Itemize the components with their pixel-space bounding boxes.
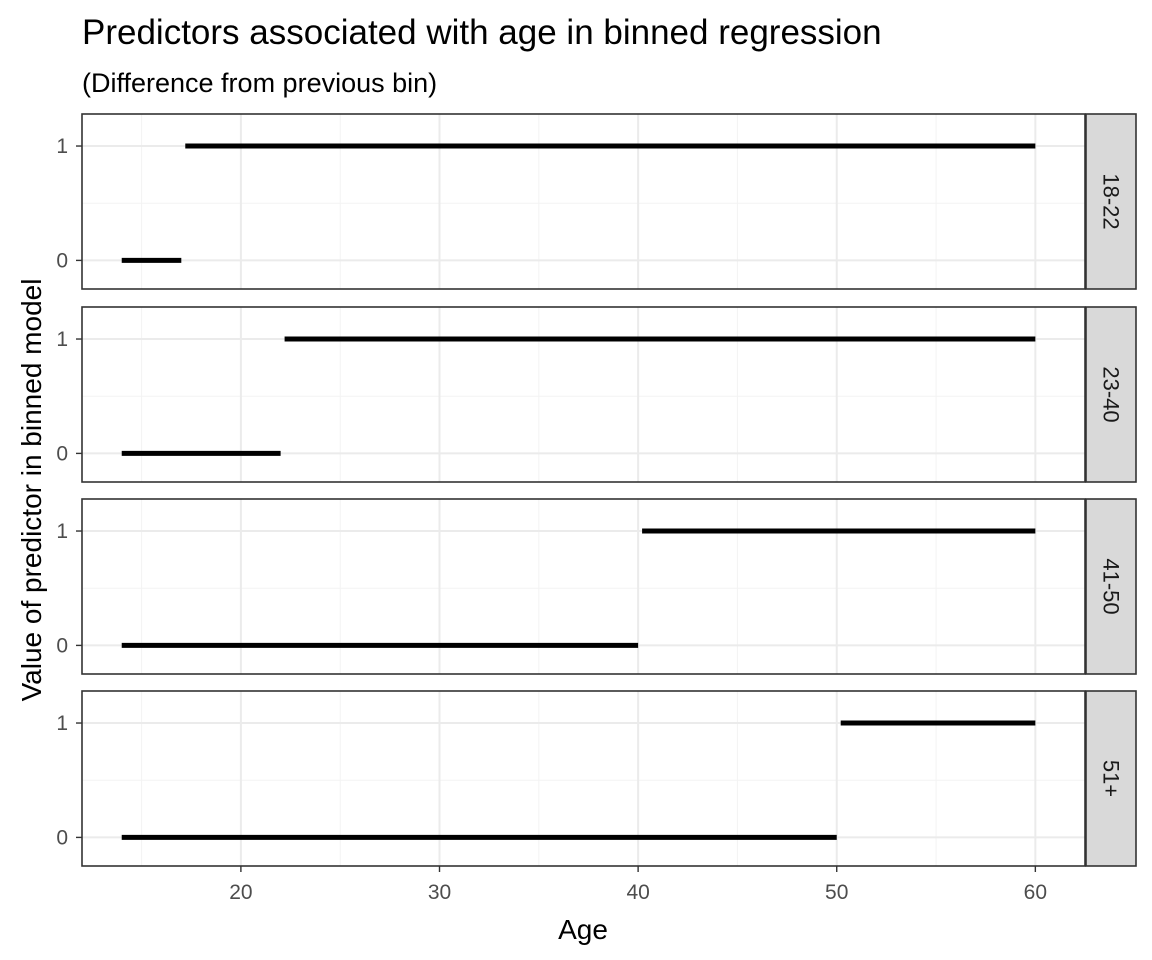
x-tick-label: 60 [1024, 881, 1047, 904]
x-tick-label: 50 [825, 881, 848, 904]
facet-strip-label: 41-50 [1099, 558, 1124, 614]
facet-strip-label: 23-40 [1099, 366, 1124, 422]
facet-panel-2: 0 1 23-40 [56, 306, 1137, 483]
x-tick-label: 40 [626, 881, 649, 904]
x-tick-label: 20 [229, 881, 252, 904]
facet-strip [1085, 306, 1137, 483]
facet-panel-1: 0 1 18-22 [56, 113, 1137, 290]
chart-subtitle: (Difference from previous bin) [82, 68, 437, 98]
y-tick-label: 1 [56, 135, 68, 158]
facet-panel-4: 0 1 51+ [56, 690, 1137, 867]
x-tick-label: 30 [428, 881, 451, 904]
facet-strip-label: 51+ [1099, 760, 1124, 797]
panel-border [81, 690, 1086, 867]
facet-strip [1085, 113, 1137, 290]
panel-background [82, 114, 1085, 289]
facet-strip [1085, 690, 1137, 867]
y-tick-label: 0 [56, 826, 68, 849]
y-tick-label: 0 [56, 634, 68, 657]
panel-border [81, 306, 1086, 483]
facet-strip-label: 18-22 [1099, 173, 1124, 229]
y-axis-title: Value of predictor in binned model [16, 279, 47, 702]
facet-strip [1085, 498, 1137, 675]
panel-border [81, 113, 1086, 290]
x-axis: 20 30 40 50 60 [229, 866, 1047, 904]
chart-title: Predictors associated with age in binned… [82, 13, 882, 52]
facet-panel-3: 0 1 41-50 [56, 498, 1137, 675]
y-tick-label: 1 [56, 520, 68, 543]
facet-panels: 0 1 18-22 0 1 23-40 0 1 41-50 0 1 51+ [56, 113, 1137, 867]
panel-border [81, 498, 1086, 675]
y-tick-label: 0 [56, 249, 68, 272]
x-axis-title: Age [558, 914, 608, 945]
y-tick-label: 0 [56, 442, 68, 465]
y-tick-label: 1 [56, 328, 68, 351]
y-tick-label: 1 [56, 712, 68, 735]
